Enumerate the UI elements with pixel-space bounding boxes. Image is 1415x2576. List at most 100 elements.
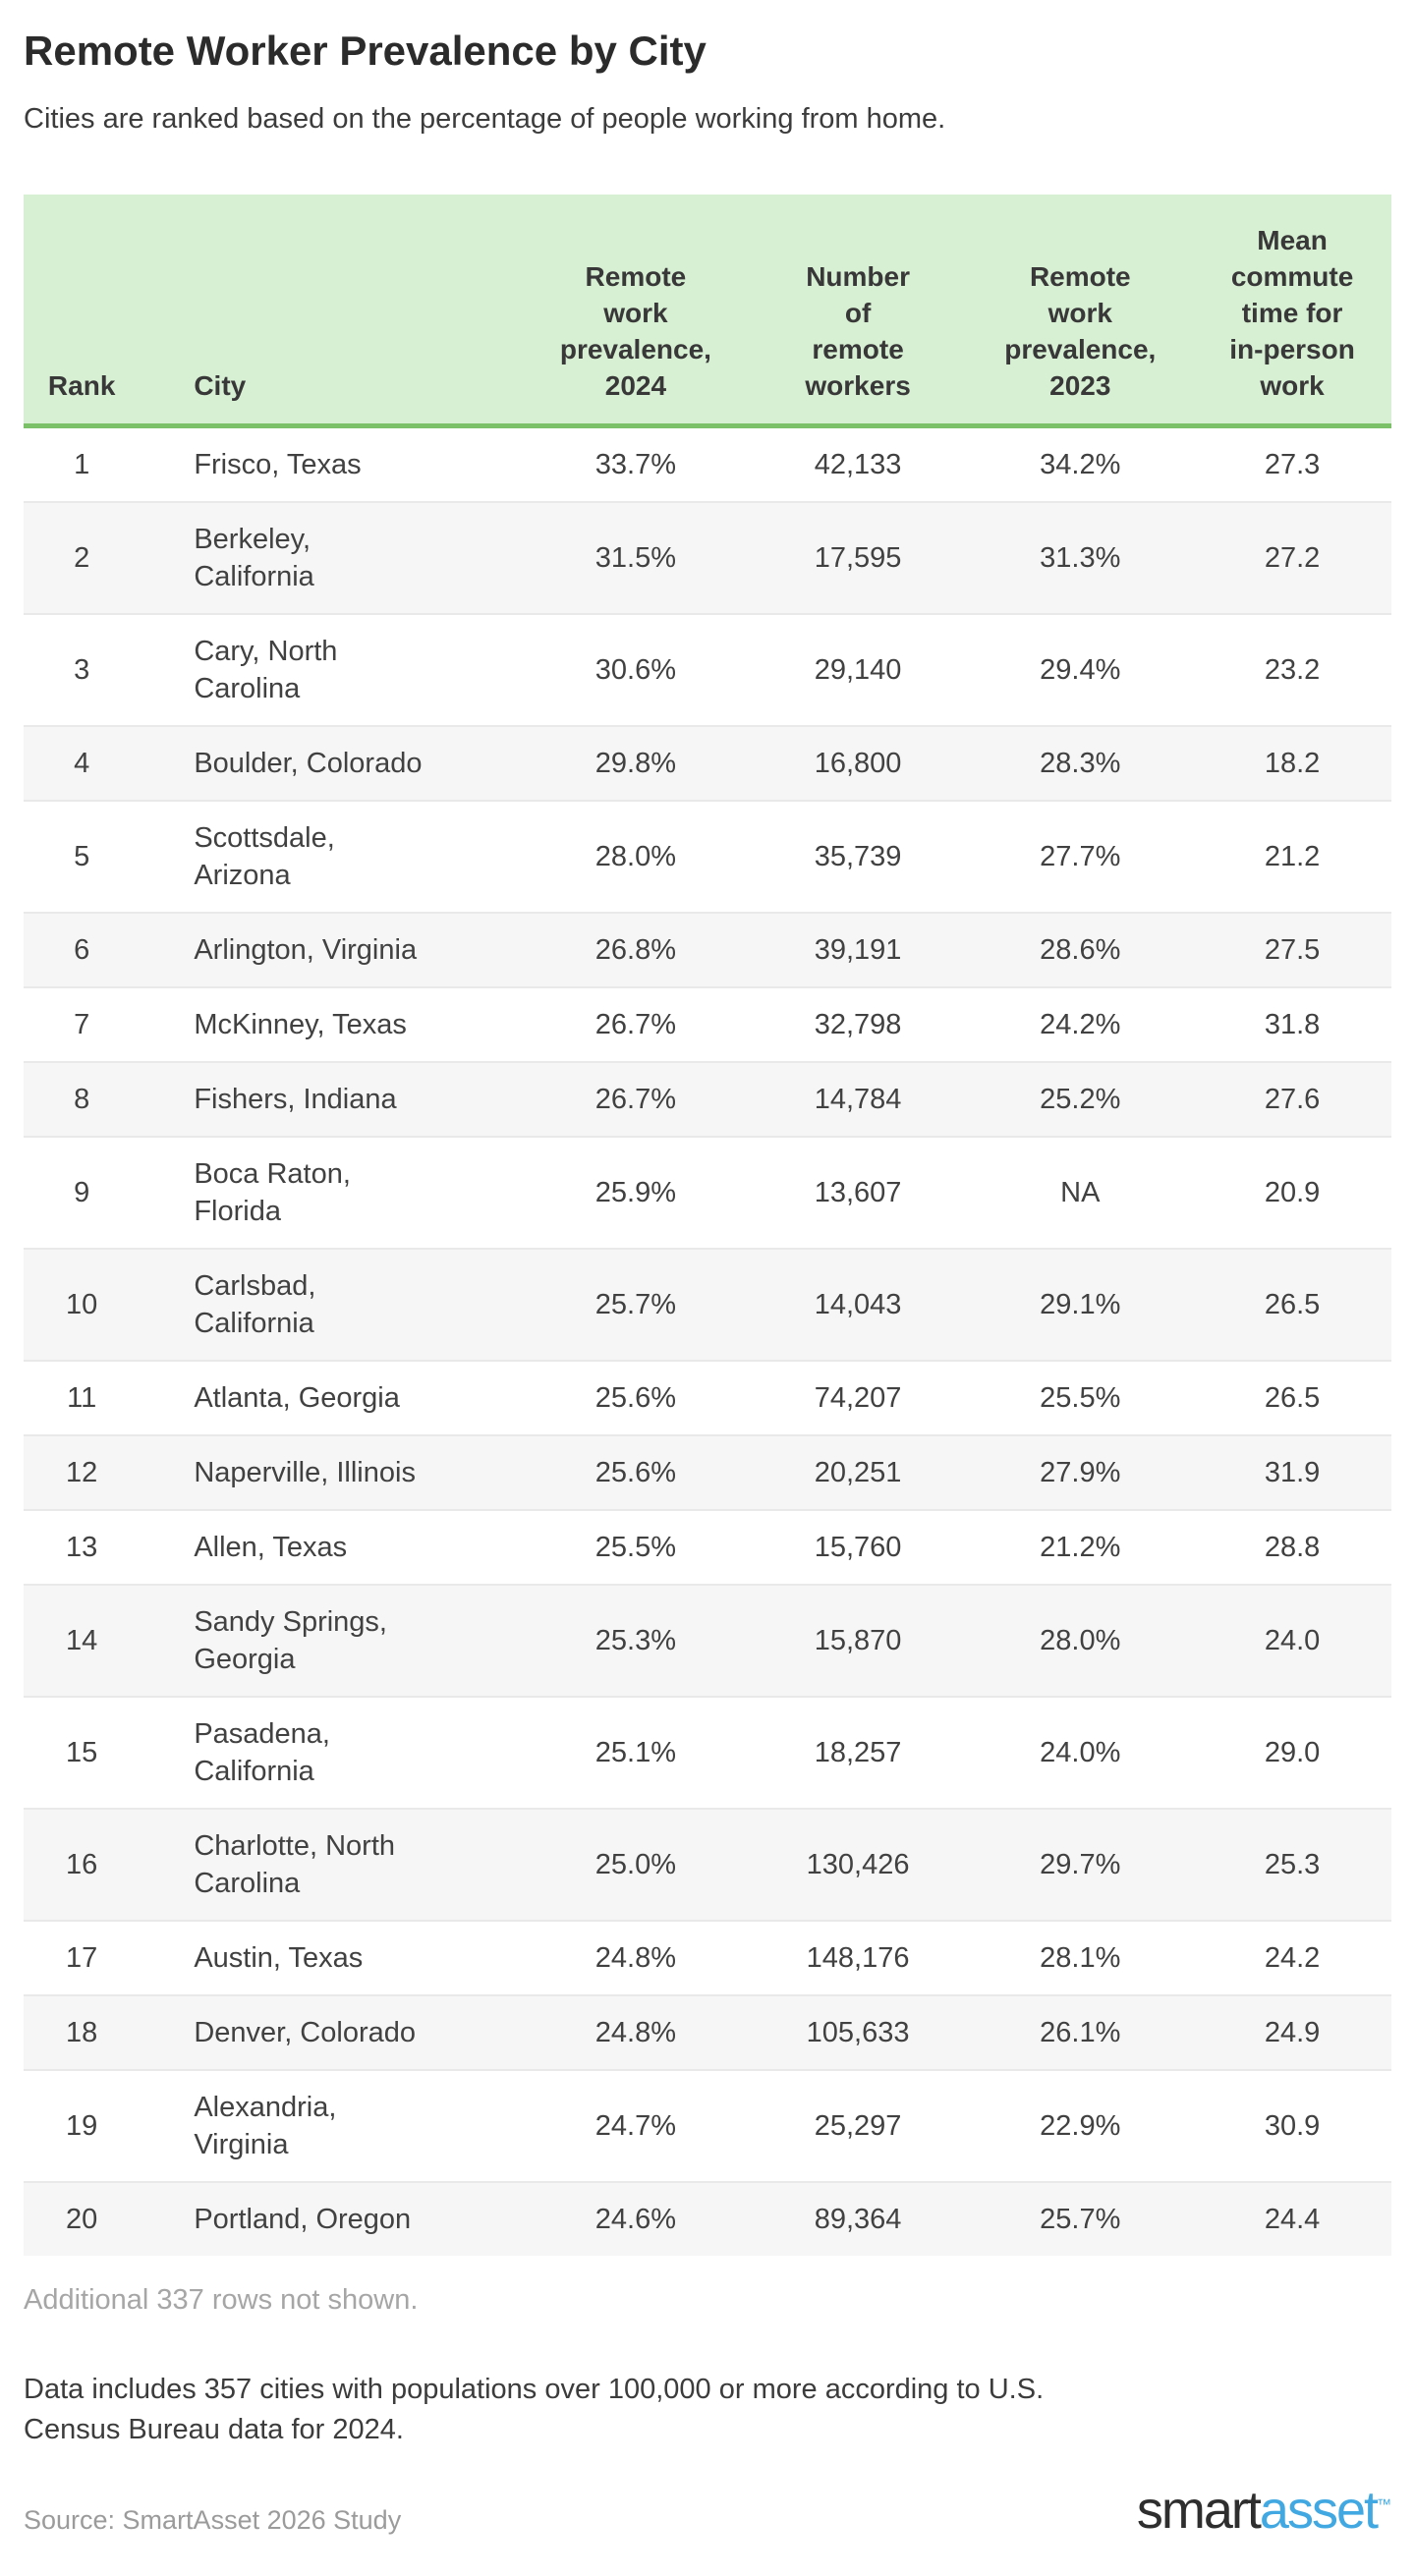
cell-rank: 12	[66, 1457, 98, 1488]
table-row: 7 McKinney, Texas 26.7% 32,798 24.2% 31.…	[24, 987, 1391, 1062]
table-row: 20 Portland, Oregon 24.6% 89,364 25.7% 2…	[24, 2182, 1391, 2256]
cell-city: Naperville, Illinois	[194, 1457, 416, 1488]
cell-city: Carlsbad, California	[194, 1270, 316, 1339]
cell-prev-2024: 25.5%	[594, 1532, 677, 1563]
cell-prev-2024: 29.8%	[594, 748, 677, 779]
cell-prev-2024: 24.7%	[594, 2110, 677, 2142]
cell-prev-2023: 34.2%	[1040, 449, 1121, 480]
cell-city: Fishers, Indiana	[194, 1084, 397, 1115]
cell-workers: 32,798	[814, 1009, 902, 1040]
table-row: 2 Berkeley, California 31.5% 17,595 31.3…	[24, 502, 1391, 614]
cell-prev-2023: 25.5%	[1040, 1382, 1121, 1414]
cell-rank: 8	[74, 1084, 90, 1115]
logo-trademark-symbol: ™	[1377, 2496, 1391, 2513]
cell-prev-2024: 30.6%	[594, 654, 677, 686]
cell-rank: 2	[74, 542, 90, 574]
column-header-workers: Number of remote workers	[805, 261, 911, 401]
cell-prev-2024: 28.0%	[594, 841, 677, 872]
column-header-prev-2023: Remote work prevalence, 2023	[1004, 261, 1157, 401]
cell-commute: 29.0	[1264, 1737, 1321, 1768]
column-header-city: City	[194, 370, 247, 401]
cell-rank: 16	[66, 1849, 98, 1880]
cell-commute: 27.2	[1264, 542, 1321, 574]
cell-prev-2024: 25.6%	[594, 1457, 677, 1488]
table-row: 6 Arlington, Virginia 26.8% 39,191 28.6%…	[24, 913, 1391, 987]
cell-workers: 15,870	[814, 1625, 902, 1656]
cell-prev-2024: 25.7%	[594, 1289, 677, 1320]
table-row: 11 Atlanta, Georgia 25.6% 74,207 25.5% 2…	[24, 1361, 1391, 1435]
cell-city: Atlanta, Georgia	[194, 1382, 400, 1414]
cell-prev-2023: 24.2%	[1040, 1009, 1121, 1040]
column-header-rank: Rank	[47, 370, 116, 401]
table-row: 15 Pasadena, California 25.1% 18,257 24.…	[24, 1697, 1391, 1809]
cell-commute: 21.2	[1264, 841, 1321, 872]
table-body: 1 Frisco, Texas 33.7% 42,133 34.2% 27.3 …	[24, 426, 1391, 2256]
cell-city: Austin, Texas	[194, 1942, 364, 1974]
cell-city: McKinney, Texas	[194, 1009, 407, 1040]
cell-prev-2023: 22.9%	[1040, 2110, 1121, 2142]
table-row: 17 Austin, Texas 24.8% 148,176 28.1% 24.…	[24, 1921, 1391, 1995]
data-footnote: Data includes 357 cities with population…	[24, 2374, 1045, 2445]
cell-prev-2023: 25.2%	[1040, 1084, 1121, 1115]
cell-rank: 11	[67, 1382, 97, 1414]
cell-prev-2023: 27.7%	[1040, 841, 1121, 872]
rows-not-shown-note: Additional 337 rows not shown.	[24, 2284, 419, 2316]
table-row: 1 Frisco, Texas 33.7% 42,133 34.2% 27.3	[24, 426, 1391, 503]
cell-city: Boca Raton, Florida	[194, 1158, 351, 1227]
cell-rank: 18	[66, 2017, 98, 2048]
cell-prev-2023: NA	[1060, 1177, 1101, 1208]
cell-city: Alexandria, Virginia	[194, 2092, 337, 2160]
cell-commute: 24.4	[1264, 2204, 1321, 2235]
table-header: Rank City Remote work prevalence, 2024 N…	[24, 195, 1391, 426]
cell-workers: 29,140	[814, 654, 902, 686]
table-row: 4 Boulder, Colorado 29.8% 16,800 28.3% 1…	[24, 726, 1391, 801]
cell-commute: 31.8	[1264, 1009, 1321, 1040]
cell-prev-2024: 26.7%	[594, 1084, 677, 1115]
cell-workers: 14,784	[814, 1084, 902, 1115]
cell-commute: 24.2	[1264, 1942, 1321, 1974]
cell-workers: 20,251	[814, 1457, 902, 1488]
cell-city: Charlotte, North Carolina	[194, 1830, 396, 1899]
cell-rank: 3	[74, 654, 90, 686]
cell-commute: 26.5	[1264, 1289, 1321, 1320]
page-title: Remote Worker Prevalence by City	[24, 28, 707, 74]
cell-workers: 148,176	[806, 1942, 910, 1974]
cell-commute: 27.3	[1264, 449, 1321, 480]
column-header-prev-2024: Remote work prevalence, 2024	[559, 261, 711, 401]
page-subtitle: Cities are ranked based on the percentag…	[24, 103, 946, 135]
cell-rank: 9	[74, 1177, 90, 1208]
logo-text-asset: asset	[1259, 2481, 1379, 2540]
cell-city: Berkeley, California	[194, 524, 314, 592]
column-header-commute: Mean commute time for in-person work	[1229, 225, 1355, 401]
cell-commute: 27.6	[1264, 1084, 1321, 1115]
cell-city: Arlington, Virginia	[194, 934, 418, 966]
cell-prev-2024: 24.8%	[594, 2017, 677, 2048]
cell-workers: 89,364	[814, 2204, 902, 2235]
cell-workers: 105,633	[806, 2017, 910, 2048]
cell-rank: 17	[66, 1942, 98, 1974]
table-header-row: Rank City Remote work prevalence, 2024 N…	[24, 195, 1391, 426]
cell-prev-2024: 25.1%	[594, 1737, 677, 1768]
cell-prev-2024: 25.6%	[594, 1382, 677, 1414]
cell-rank: 1	[74, 449, 90, 480]
table-row: 13 Allen, Texas 25.5% 15,760 21.2% 28.8	[24, 1510, 1391, 1585]
cell-prev-2023: 29.1%	[1040, 1289, 1121, 1320]
cell-rank: 10	[66, 1289, 98, 1320]
cell-commute: 31.9	[1264, 1457, 1321, 1488]
cell-prev-2023: 27.9%	[1040, 1457, 1121, 1488]
smartasset-logo: smartasset™	[1137, 2479, 1391, 2537]
table-row: 8 Fishers, Indiana 26.7% 14,784 25.2% 27…	[24, 1062, 1391, 1137]
table-row: 5 Scottsdale, Arizona 28.0% 35,739 27.7%…	[24, 801, 1391, 913]
cell-commute: 18.2	[1264, 748, 1321, 779]
cell-prev-2023: 28.6%	[1040, 934, 1121, 966]
cell-prev-2024: 25.3%	[594, 1625, 677, 1656]
table-row: 18 Denver, Colorado 24.8% 105,633 26.1% …	[24, 1995, 1391, 2070]
cell-prev-2023: 29.7%	[1040, 1849, 1121, 1880]
cell-rank: 7	[74, 1009, 90, 1040]
cell-prev-2024: 24.6%	[594, 2204, 677, 2235]
cell-city: Scottsdale, Arizona	[194, 822, 335, 891]
cell-city: Sandy Springs, Georgia	[194, 1606, 387, 1675]
cell-workers: 13,607	[814, 1177, 902, 1208]
cell-city: Pasadena, California	[194, 1718, 330, 1787]
cell-prev-2023: 25.7%	[1040, 2204, 1121, 2235]
